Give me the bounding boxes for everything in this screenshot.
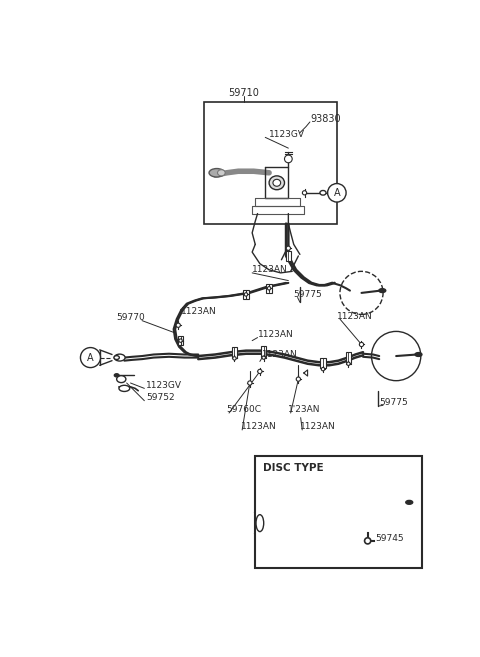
FancyBboxPatch shape (346, 352, 351, 363)
Text: 59745: 59745 (375, 534, 404, 543)
FancyBboxPatch shape (204, 102, 337, 223)
Circle shape (360, 342, 364, 347)
Ellipse shape (117, 376, 126, 382)
Text: 1123AN: 1123AN (262, 350, 298, 359)
Text: 1123AN: 1123AN (337, 311, 372, 321)
Ellipse shape (209, 169, 225, 177)
FancyBboxPatch shape (255, 456, 421, 568)
FancyBboxPatch shape (266, 284, 272, 293)
Text: 59775: 59775 (379, 397, 408, 407)
Text: 59775: 59775 (294, 290, 323, 299)
Circle shape (286, 246, 290, 250)
Circle shape (321, 367, 324, 371)
Text: 1123GV: 1123GV (146, 381, 182, 390)
Circle shape (233, 357, 236, 360)
Ellipse shape (415, 353, 422, 357)
Ellipse shape (256, 514, 264, 532)
Ellipse shape (119, 385, 130, 392)
Ellipse shape (114, 354, 125, 361)
Ellipse shape (217, 170, 225, 176)
Text: 59752: 59752 (146, 393, 175, 402)
Text: 1123AN: 1123AN (180, 307, 216, 316)
Circle shape (248, 381, 252, 385)
Circle shape (296, 377, 300, 381)
FancyBboxPatch shape (243, 290, 249, 299)
Text: DISC TYPE: DISC TYPE (263, 463, 324, 472)
Ellipse shape (320, 191, 326, 195)
Circle shape (81, 348, 100, 367)
Circle shape (285, 155, 292, 163)
Circle shape (372, 331, 421, 380)
FancyBboxPatch shape (232, 347, 237, 357)
FancyBboxPatch shape (286, 252, 291, 261)
Text: 1123AN: 1123AN (252, 265, 288, 275)
FancyBboxPatch shape (178, 336, 183, 346)
Circle shape (267, 286, 271, 290)
Ellipse shape (114, 355, 120, 359)
Text: 93830: 93830 (310, 114, 340, 124)
Text: 59760C: 59760C (227, 405, 262, 415)
Ellipse shape (114, 374, 119, 377)
Circle shape (244, 293, 248, 296)
Text: 59710: 59710 (228, 87, 259, 98)
Circle shape (176, 323, 180, 327)
Text: 1123AN: 1123AN (258, 330, 293, 339)
Circle shape (179, 339, 182, 342)
Circle shape (347, 362, 350, 365)
Text: A: A (87, 353, 94, 363)
Ellipse shape (406, 501, 413, 505)
Circle shape (258, 369, 262, 374)
Ellipse shape (269, 176, 285, 190)
Circle shape (340, 271, 383, 315)
Ellipse shape (379, 288, 386, 292)
Circle shape (262, 356, 265, 359)
Text: A: A (334, 188, 340, 198)
Circle shape (302, 191, 307, 195)
Text: 1'23AN: 1'23AN (288, 405, 321, 415)
Circle shape (328, 183, 346, 202)
Text: 1123AN: 1123AN (241, 422, 277, 432)
FancyBboxPatch shape (320, 357, 326, 369)
Circle shape (351, 476, 410, 534)
Ellipse shape (273, 179, 281, 186)
Text: 1123AN: 1123AN (300, 422, 336, 432)
Text: 59770: 59770 (117, 313, 145, 322)
Circle shape (365, 538, 371, 544)
Text: 1123GV: 1123GV (269, 130, 305, 139)
FancyBboxPatch shape (261, 346, 266, 357)
